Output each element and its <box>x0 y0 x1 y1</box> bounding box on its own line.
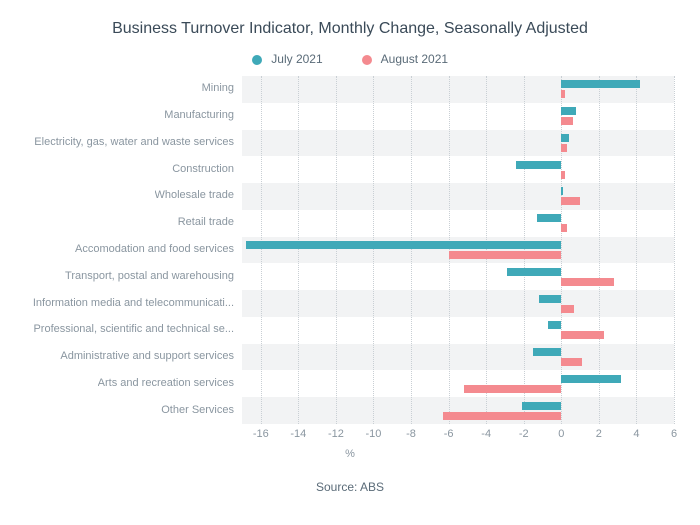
legend: July 2021 August 2021 <box>24 52 676 66</box>
bar <box>561 187 563 195</box>
gridline <box>336 76 337 424</box>
gridline <box>524 76 525 424</box>
legend-label: July 2021 <box>271 52 322 66</box>
bar <box>561 80 640 88</box>
bar <box>561 331 604 339</box>
row-stripe <box>242 344 674 371</box>
bar <box>443 412 561 420</box>
bar <box>561 144 567 152</box>
category-label: Electricity, gas, water and waste servic… <box>34 136 234 148</box>
x-tick-label: 0 <box>558 428 564 440</box>
row-stripe <box>242 183 674 210</box>
gridline <box>449 76 450 424</box>
bar <box>548 321 561 329</box>
category-label: Professional, scientific and technical s… <box>33 323 234 335</box>
bar <box>464 385 562 393</box>
gridline <box>486 76 487 424</box>
gridline <box>411 76 412 424</box>
x-tick-label: 2 <box>596 428 602 440</box>
bar <box>246 241 562 249</box>
gridline <box>674 76 675 424</box>
category-label: Other Services <box>161 404 234 416</box>
source-text: Source: ABS <box>24 480 676 494</box>
legend-label: August 2021 <box>381 52 448 66</box>
plot-area: -16 -14 -12 -10 -8 -6 -4 -2 0 2 4 6 Mining Manufactur… <box>24 76 676 446</box>
bar <box>561 171 565 179</box>
gridline <box>636 76 637 424</box>
bar <box>561 305 574 313</box>
row-stripe <box>242 290 674 317</box>
bar <box>561 358 582 366</box>
bar <box>561 90 565 98</box>
category-label: Transport, postal and warehousing <box>65 270 234 282</box>
legend-item-july: July 2021 <box>252 52 323 66</box>
x-tick-label: -14 <box>290 428 306 440</box>
gridline <box>298 76 299 424</box>
bar <box>561 278 614 286</box>
legend-swatch <box>362 55 372 65</box>
bar <box>561 117 572 125</box>
row-stripe <box>242 397 674 424</box>
legend-swatch <box>252 55 262 65</box>
gridline <box>373 76 374 424</box>
category-label: Retail trade <box>178 216 234 228</box>
bar <box>539 295 562 303</box>
bar <box>561 107 576 115</box>
bar <box>561 197 580 205</box>
bar <box>561 134 569 142</box>
category-label: Construction <box>172 163 234 175</box>
gridline <box>261 76 262 424</box>
x-tick-label: 4 <box>633 428 639 440</box>
chart-container: Business Turnover Indicator, Monthly Cha… <box>0 0 700 525</box>
row-stripe <box>242 130 674 157</box>
bar <box>561 224 567 232</box>
x-tick-label: -8 <box>406 428 416 440</box>
bar <box>533 348 561 356</box>
x-tick-label: -10 <box>366 428 382 440</box>
legend-item-august: August 2021 <box>362 52 448 66</box>
category-label: Information media and telecommunicati... <box>33 297 234 309</box>
x-tick-label: 6 <box>671 428 677 440</box>
x-tick-label: -16 <box>253 428 269 440</box>
gridline <box>561 76 562 424</box>
category-label: Accomodation and food services <box>75 243 234 255</box>
bar <box>561 375 621 383</box>
chart-title: Business Turnover Indicator, Monthly Cha… <box>24 20 676 38</box>
x-tick-label: -6 <box>444 428 454 440</box>
gridline <box>599 76 600 424</box>
category-label: Manufacturing <box>164 109 234 121</box>
x-tick-label: -4 <box>481 428 491 440</box>
category-label: Arts and recreation services <box>98 377 234 389</box>
category-label: Administrative and support services <box>60 350 234 362</box>
x-tick-label: -12 <box>328 428 344 440</box>
category-label: Mining <box>202 82 234 94</box>
bar <box>449 251 562 259</box>
bar <box>522 402 561 410</box>
bar <box>507 268 561 276</box>
x-tick-label: -2 <box>519 428 529 440</box>
bar <box>537 214 561 222</box>
bar <box>516 161 561 169</box>
category-label: Wholesale trade <box>155 189 235 201</box>
x-axis-label: % <box>24 448 676 460</box>
